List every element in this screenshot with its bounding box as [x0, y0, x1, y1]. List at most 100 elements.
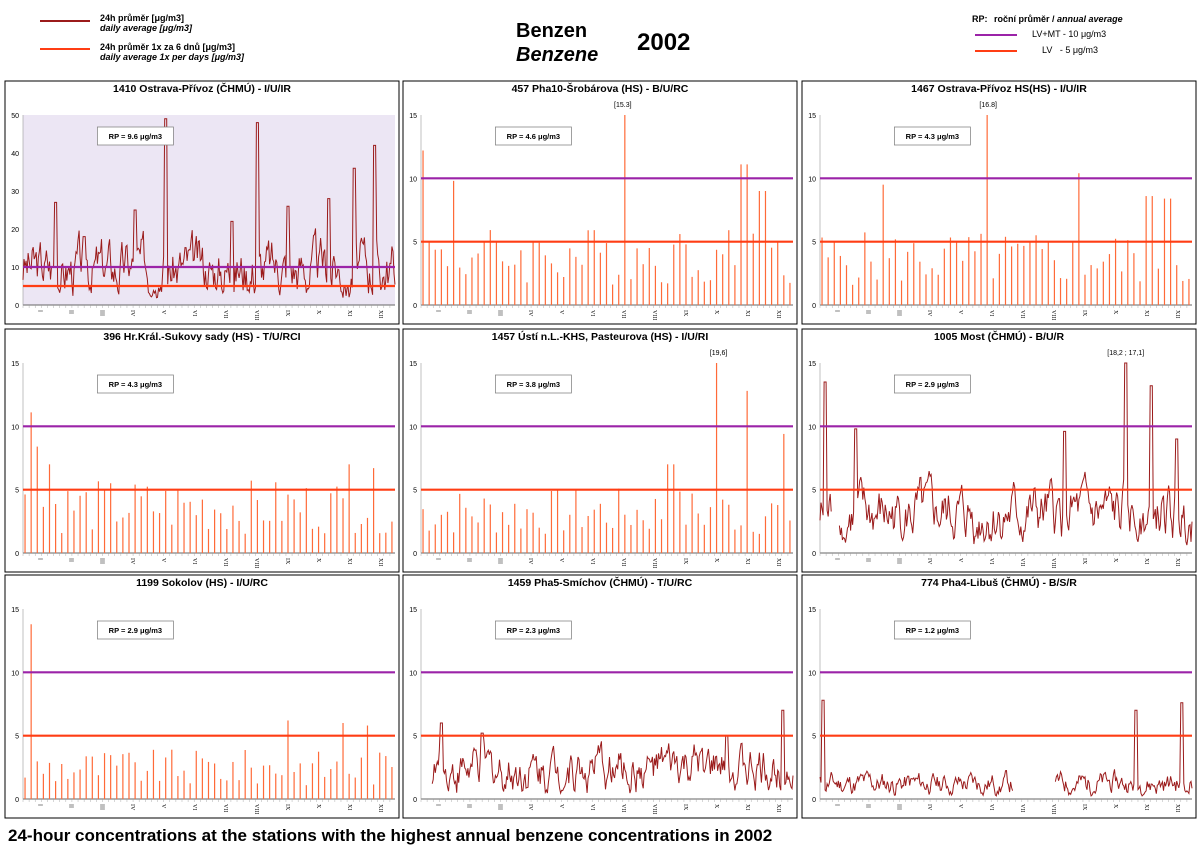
month-label: IV: [926, 310, 932, 317]
month-label: VII: [1019, 804, 1025, 812]
chart-panel: 396 Hr.Král.-Sukovy sady (HS) - T/U/RCI 0…: [4, 328, 400, 573]
rp-label: RP = 4.3 μg/m3: [109, 380, 162, 389]
month-label: III: [98, 310, 104, 316]
month-label: IX: [1081, 310, 1087, 317]
month-label: IX: [682, 310, 688, 317]
month-label: VIII: [651, 558, 657, 568]
title-czech: Benzen: [516, 20, 588, 42]
month-label: XII: [1174, 310, 1180, 318]
y-tick-label: 15: [808, 113, 816, 120]
month-label: XII: [377, 558, 383, 566]
month-label: IV: [527, 558, 533, 565]
y-tick-label: 5: [812, 734, 816, 741]
rp-label: RP = 3.8 μg/m3: [507, 380, 560, 389]
legend-rp: RP: roční průměr / annual average: [972, 14, 1123, 24]
month-label: XI: [744, 804, 750, 810]
month-label: XII: [377, 804, 383, 812]
legend-item-6days: 24h průměr 1x za 6 dnů [μg/m3] daily ave…: [100, 42, 244, 62]
y-tick-label: 10: [808, 670, 816, 677]
y-tick-label: 10: [409, 670, 417, 677]
y-tick-label: 50: [11, 113, 19, 120]
month-label: VIII: [651, 310, 657, 320]
legend-rp-label: RP:: [972, 14, 988, 24]
month-label: VI: [589, 804, 595, 810]
month-label: IX: [284, 310, 290, 317]
y-tick-label: 10: [11, 670, 19, 677]
month-label: IX: [1081, 558, 1087, 565]
chart-title: 1005 Most (ČHMÚ) - B/U/R: [934, 330, 1065, 343]
month-label: V: [558, 310, 564, 315]
month-label: VII: [1019, 558, 1025, 566]
month-label: X: [315, 558, 321, 563]
rp-box: [97, 374, 174, 394]
plot-area: [820, 363, 1192, 553]
y-tick-label: 10: [409, 424, 417, 431]
legend-rp-en: annual average: [1057, 14, 1123, 24]
y-tick-label: 5: [413, 240, 417, 247]
month-label: V: [957, 804, 963, 809]
chart-panel: 1467 Ostrava-Přívoz HS(HS) - I/U/IR 0 5 10 1…: [801, 80, 1197, 325]
month-label: IX: [1081, 804, 1087, 811]
month-label: X: [1112, 804, 1118, 809]
month-label: I: [833, 310, 839, 312]
month-label: XII: [377, 310, 383, 318]
month-label: I: [833, 804, 839, 806]
month-label: IX: [284, 804, 290, 811]
month-label: IV: [926, 804, 932, 811]
y-tick-label: 10: [808, 424, 816, 431]
data-series: [431, 709, 794, 795]
month-label: I: [36, 310, 42, 312]
y-tick-label: 15: [409, 113, 417, 120]
chart-title: 457 Pha10-Šrobárova (HS) - B/U/RC: [512, 82, 689, 95]
month-label: I: [434, 310, 440, 312]
y-tick-label: 0: [413, 797, 417, 804]
plot-area: [421, 363, 793, 553]
month-label: II: [67, 310, 73, 314]
month-label: V: [558, 804, 564, 809]
month-label: V: [957, 558, 963, 563]
figure-header: 24h průměr [μg/m3] daily average [μg/m3]…: [0, 0, 1200, 80]
chart-panel: 1459 Pha5-Smíchov (ČHMÚ) - T/U/RC 0 5 10 15 I…: [402, 574, 798, 819]
legend-daily-en: daily average [μg/m3]: [100, 23, 192, 33]
chart-title: 396 Hr.Král.-Sukovy sady (HS) - T/U/RCI: [103, 331, 300, 343]
legend-line-daily: [40, 20, 90, 22]
month-label: XI: [346, 804, 352, 810]
y-tick-label: 10: [11, 265, 19, 272]
month-label: VIII: [1050, 804, 1056, 814]
y-tick-label: 0: [15, 797, 19, 804]
month-label: II: [465, 558, 471, 562]
y-tick-label: 10: [808, 176, 816, 183]
month-label: XII: [1174, 558, 1180, 566]
month-label: I: [434, 804, 440, 806]
rp-box: [894, 374, 971, 394]
chart-panel: 1457 Ústí n.L.-KHS, Pasteurova (HS) - I/…: [402, 328, 798, 573]
month-label: X: [315, 310, 321, 315]
legend-line-lvmt: [975, 34, 1017, 36]
month-label: VI: [988, 310, 994, 316]
y-tick-label: 15: [409, 361, 417, 368]
month-label: III: [895, 804, 901, 810]
month-label: X: [1112, 558, 1118, 563]
month-label: XI: [1143, 558, 1149, 564]
month-label: VIII: [253, 558, 259, 568]
month-label: VIII: [1050, 310, 1056, 320]
rp-label: RP = 4.6 μg/m3: [507, 132, 560, 141]
month-label: III: [98, 558, 104, 564]
month-label: X: [713, 804, 719, 809]
month-label: VIII: [253, 804, 259, 814]
y-tick-label: 0: [812, 797, 816, 804]
month-label: X: [713, 310, 719, 315]
month-label: II: [465, 804, 471, 808]
month-label: III: [98, 804, 104, 810]
y-tick-label: 40: [11, 151, 19, 158]
outlier-label: [16.8]: [979, 102, 997, 109]
month-label: I: [36, 804, 42, 806]
rp-label: RP = 4.3 μg/m3: [906, 132, 959, 141]
legend-lv-label: LV - 5 μg/m3: [1042, 45, 1099, 55]
y-tick-label: 15: [808, 361, 816, 368]
month-label: VI: [988, 558, 994, 564]
